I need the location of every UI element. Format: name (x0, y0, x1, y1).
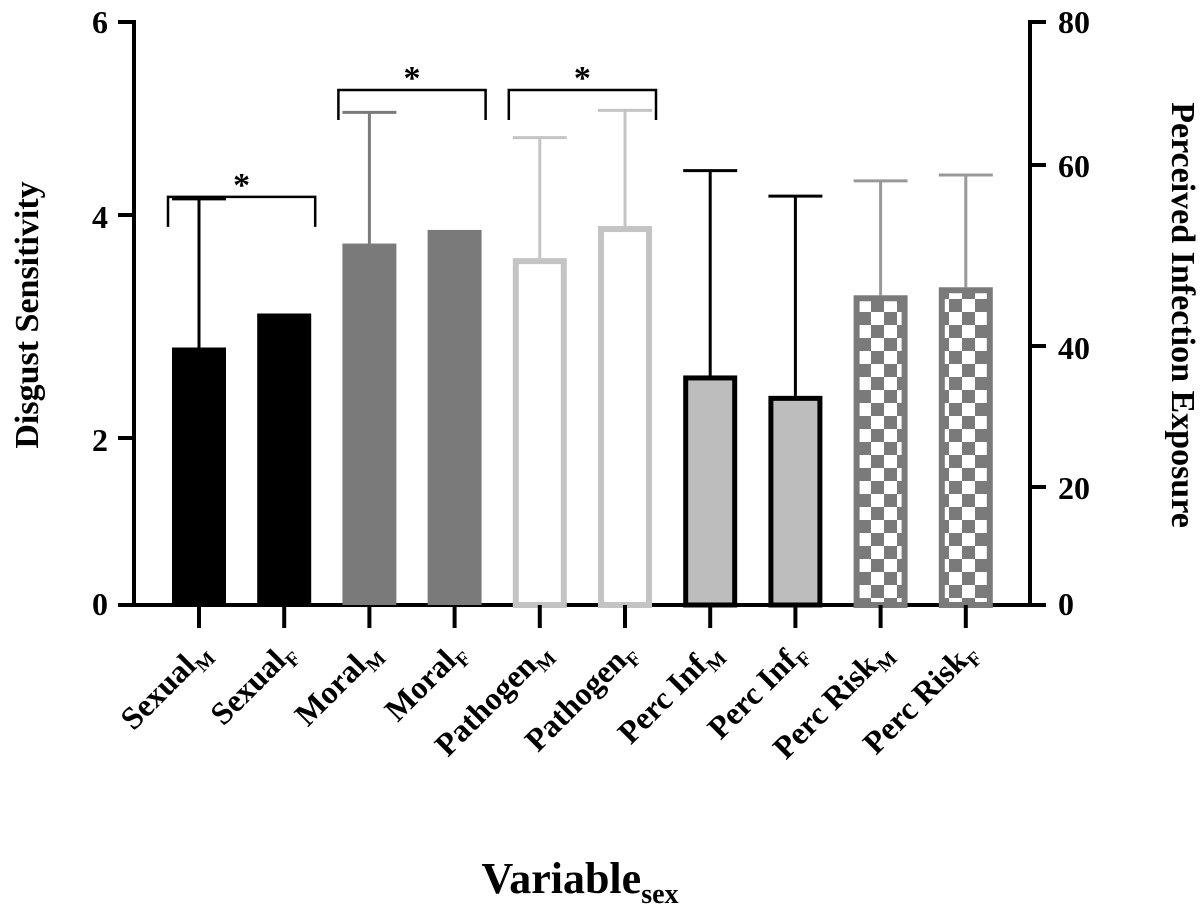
category-label-base: Sexual (113, 647, 203, 737)
significance-bracket (337, 88, 487, 121)
significance-star: * (233, 167, 250, 204)
right-tick-label: 60 (1058, 148, 1090, 184)
category-labels-layer: SexualMSexualFMoralMMoralFPathogenMPatho… (113, 633, 987, 766)
bar (427, 229, 482, 606)
bar (938, 287, 993, 608)
significance-bracket (166, 195, 317, 227)
category-label: MoralM (287, 633, 390, 736)
right-tick-label: 0 (1058, 586, 1074, 622)
left-axis-title: Disgust Sensitivity (9, 181, 46, 448)
bar (598, 226, 652, 609)
bar (342, 243, 397, 606)
bar (853, 295, 908, 608)
significance-star: * (574, 60, 591, 97)
right-tick-label: 80 (1058, 4, 1090, 40)
x-axis-title-main: Variable (481, 854, 641, 903)
right-tick-label: 20 (1058, 470, 1090, 506)
bar (257, 313, 312, 605)
category-label: SexualF (203, 633, 305, 735)
right-tick-labels: 0 20 40 60 80 (1058, 4, 1090, 622)
left-tick-label: 0 (92, 586, 108, 622)
left-tick-labels: 0 2 4 6 (92, 4, 108, 622)
significance-bracket (507, 88, 658, 121)
x-axis-title-sub: sex (641, 879, 678, 910)
bars-layer (172, 108, 993, 609)
category-label: SexualM (113, 633, 220, 740)
category-label-base: Sexual (203, 642, 293, 732)
right-axis-title: Perceived Infection Exposure (1164, 102, 1200, 528)
bar (768, 395, 823, 608)
left-tick-label: 6 (92, 4, 108, 40)
right-tick-label: 40 (1058, 330, 1090, 366)
category-label: Perc RiskF (855, 633, 987, 765)
bar (172, 347, 226, 605)
left-tick-label: 4 (92, 199, 108, 235)
significance-brackets-layer: * * * (166, 60, 658, 227)
significance-star: * (404, 60, 421, 97)
x-axis-title: Variablesex (481, 854, 678, 910)
bar (683, 375, 738, 608)
bar (512, 258, 567, 608)
left-tick-label: 2 (92, 422, 108, 458)
category-ticks-layer (197, 605, 968, 628)
